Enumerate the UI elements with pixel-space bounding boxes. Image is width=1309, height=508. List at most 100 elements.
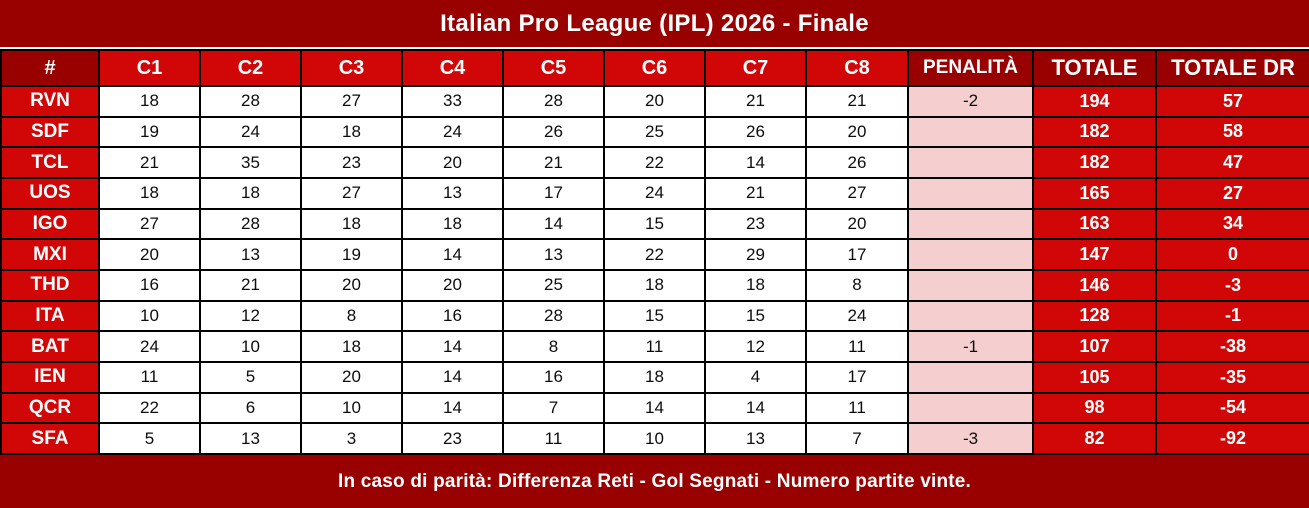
- score-cell: 10: [603, 422, 706, 455]
- score-cell: 18: [300, 207, 403, 241]
- total-dr-cell: 47: [1155, 146, 1309, 179]
- score-cell: 20: [300, 268, 403, 302]
- team-cell: UOS: [0, 176, 100, 210]
- penalty-cell: [907, 146, 1034, 179]
- score-cell: 29: [704, 238, 807, 271]
- column-header-c6: C6: [603, 49, 706, 87]
- standings-table-header: # C1 C2 C3 C4 C5 C6 C7 C8 PENALITÀ TOTAL…: [0, 49, 1309, 87]
- score-cell: 18: [199, 176, 302, 210]
- score-cell: 25: [502, 268, 605, 302]
- score-cell: 8: [300, 299, 403, 333]
- score-cell: 14: [401, 391, 504, 425]
- penalty-cell: [907, 176, 1034, 210]
- score-cell: 26: [805, 146, 909, 179]
- table-row: IGO 27 28 18 18 14 15 23 20 163 34: [0, 207, 1309, 241]
- score-cell: 11: [805, 330, 909, 363]
- score-cell: 17: [805, 360, 909, 394]
- column-header-c5: C5: [502, 49, 605, 87]
- column-header-c8: C8: [805, 49, 909, 87]
- score-cell: 20: [401, 268, 504, 302]
- table-row: THD 16 21 20 20 25 18 18 8 146 -3: [0, 268, 1309, 302]
- score-cell: 22: [603, 146, 706, 179]
- score-cell: 13: [199, 422, 302, 455]
- total-cell: 128: [1032, 299, 1157, 333]
- score-cell: 18: [98, 176, 201, 210]
- score-cell: 11: [805, 391, 909, 425]
- score-cell: 14: [502, 207, 605, 241]
- table-row: RVN 18 28 27 33 28 20 21 21 -2 194 57: [0, 85, 1309, 118]
- total-cell: 105: [1032, 360, 1157, 394]
- column-header-c7: C7: [704, 49, 807, 87]
- total-cell: 182: [1032, 146, 1157, 179]
- penalty-cell: [907, 115, 1034, 149]
- score-cell: 17: [805, 238, 909, 271]
- score-cell: 19: [300, 238, 403, 271]
- score-cell: 25: [603, 115, 706, 149]
- score-cell: 18: [401, 207, 504, 241]
- team-cell: RVN: [0, 85, 100, 118]
- penalty-cell: [907, 391, 1034, 425]
- total-cell: 98: [1032, 391, 1157, 425]
- total-dr-cell: 34: [1155, 207, 1309, 241]
- score-cell: 18: [704, 268, 807, 302]
- score-cell: 28: [199, 85, 302, 118]
- score-cell: 14: [704, 391, 807, 425]
- score-cell: 24: [199, 115, 302, 149]
- penalty-cell: [907, 207, 1034, 241]
- standings-table-body: RVN 18 28 27 33 28 20 21 21 -2 194 57 SDF 19 24 18 24 26 2…: [0, 85, 1309, 455]
- page-title: Italian Pro League (IPL) 2026 - Finale: [0, 0, 1309, 49]
- column-header-totale: TOTALE: [1032, 49, 1157, 87]
- total-dr-cell: 27: [1155, 176, 1309, 210]
- score-cell: 21: [98, 146, 201, 179]
- column-header-c2: C2: [199, 49, 302, 87]
- score-cell: 14: [401, 238, 504, 271]
- penalty-cell: -1: [907, 330, 1034, 363]
- score-cell: 23: [704, 207, 807, 241]
- score-cell: 13: [199, 238, 302, 271]
- table-row: SFA 5 13 3 23 11 10 13 7 -3 82 -92: [0, 422, 1309, 455]
- score-cell: 14: [603, 391, 706, 425]
- column-header-c4: C4: [401, 49, 504, 87]
- score-cell: 20: [98, 238, 201, 271]
- column-header-totale-dr: TOTALE DR: [1155, 49, 1309, 87]
- score-cell: 23: [401, 422, 504, 455]
- score-cell: 20: [603, 85, 706, 118]
- score-cell: 12: [199, 299, 302, 333]
- team-cell: ITA: [0, 299, 100, 333]
- total-dr-cell: -38: [1155, 330, 1309, 363]
- column-header-c3: C3: [300, 49, 403, 87]
- score-cell: 14: [401, 330, 504, 363]
- score-cell: 12: [704, 330, 807, 363]
- score-cell: 19: [98, 115, 201, 149]
- score-cell: 15: [704, 299, 807, 333]
- score-cell: 35: [199, 146, 302, 179]
- score-cell: 14: [401, 360, 504, 394]
- total-dr-cell: 57: [1155, 85, 1309, 118]
- score-cell: 21: [704, 85, 807, 118]
- score-cell: 20: [300, 360, 403, 394]
- score-cell: 24: [603, 176, 706, 210]
- score-cell: 27: [300, 176, 403, 210]
- team-cell: MXI: [0, 238, 100, 271]
- score-cell: 5: [98, 422, 201, 455]
- score-cell: 6: [199, 391, 302, 425]
- score-cell: 11: [603, 330, 706, 363]
- score-cell: 16: [502, 360, 605, 394]
- score-cell: 33: [401, 85, 504, 118]
- score-cell: 21: [502, 146, 605, 179]
- score-cell: 8: [805, 268, 909, 302]
- team-cell: BAT: [0, 330, 100, 363]
- total-dr-cell: -54: [1155, 391, 1309, 425]
- score-cell: 5: [199, 360, 302, 394]
- score-cell: 28: [502, 85, 605, 118]
- score-cell: 20: [805, 115, 909, 149]
- score-cell: 14: [704, 146, 807, 179]
- total-cell: 146: [1032, 268, 1157, 302]
- team-cell: QCR: [0, 391, 100, 425]
- total-cell: 82: [1032, 422, 1157, 455]
- score-cell: 7: [805, 422, 909, 455]
- table-row: SDF 19 24 18 24 26 25 26 20 182 58: [0, 115, 1309, 149]
- team-cell: SDF: [0, 115, 100, 149]
- total-cell: 182: [1032, 115, 1157, 149]
